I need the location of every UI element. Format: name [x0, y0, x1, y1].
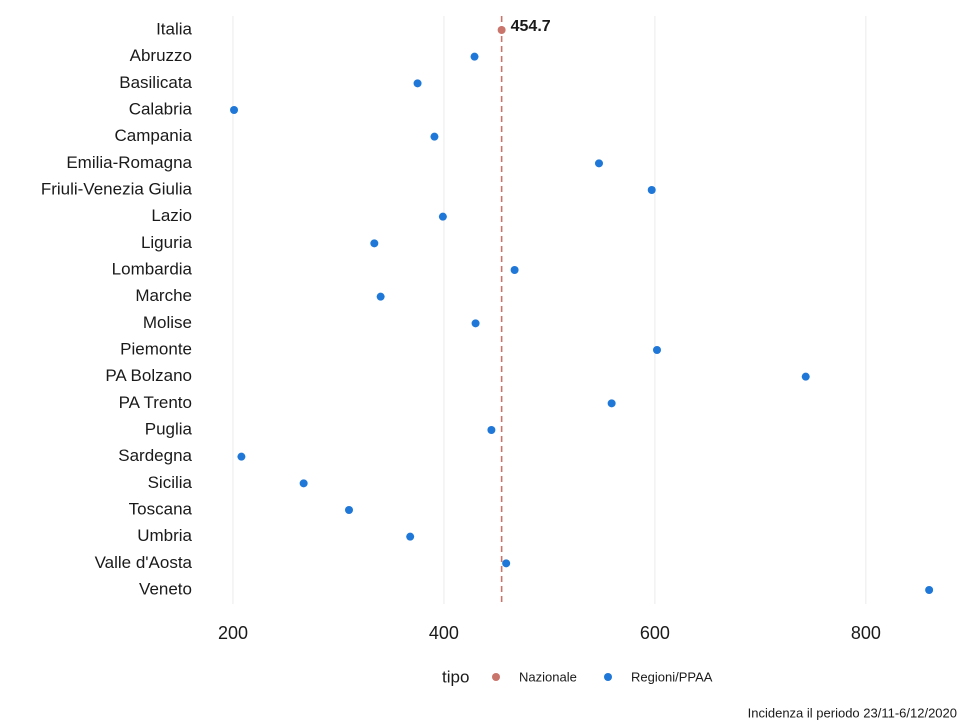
dot	[471, 319, 480, 328]
y-tick-label: Abruzzo	[130, 46, 192, 65]
y-tick-label: Liguria	[141, 233, 193, 252]
dot	[430, 132, 439, 141]
y-tick-label: Sardegna	[118, 446, 192, 465]
dot	[438, 212, 447, 221]
legend-title: tipo	[442, 667, 469, 686]
caption: Incidenza il periodo 23/11-6/12/2020	[748, 705, 957, 720]
y-tick-label: Piemonte	[120, 339, 192, 358]
y-tick-label: Umbria	[137, 526, 192, 545]
dot	[230, 106, 239, 114]
dot	[237, 452, 246, 461]
y-tick-label: Italia	[156, 19, 192, 38]
data-label: 454.7	[511, 18, 551, 35]
dot	[470, 52, 479, 61]
dot	[487, 426, 496, 434]
dot	[497, 26, 506, 34]
x-tick-label: 200	[218, 623, 248, 643]
dot	[594, 159, 603, 168]
x-tick-label: 800	[851, 623, 881, 643]
dot	[607, 399, 616, 408]
y-tick-label: Sicilia	[148, 473, 193, 492]
dot	[510, 266, 519, 274]
dot	[502, 559, 511, 568]
y-tick-label: PA Trento	[119, 393, 192, 412]
dot	[299, 479, 308, 488]
y-tick-label: Puglia	[145, 419, 193, 438]
dot	[370, 239, 379, 248]
x-tick-label: 600	[640, 623, 670, 643]
y-tick-label: Marche	[135, 286, 192, 305]
dot	[345, 506, 353, 514]
legend-label: Regioni/PPAA	[631, 669, 713, 684]
legend-swatch	[604, 673, 612, 681]
y-tick-label: Lazio	[151, 206, 192, 225]
dot	[376, 292, 385, 301]
dot	[925, 586, 934, 594]
y-tick-label: Calabria	[129, 99, 193, 118]
y-tick-label: Campania	[115, 126, 193, 145]
dot	[653, 346, 661, 354]
legend-swatch	[492, 673, 500, 681]
y-tick-label: Lombardia	[112, 259, 193, 278]
dot	[413, 79, 422, 88]
y-tick-label: Emilia-Romagna	[66, 153, 192, 172]
dot	[647, 186, 656, 194]
x-tick-label: 400	[429, 623, 459, 643]
dot	[406, 532, 415, 541]
dot	[801, 372, 810, 381]
y-tick-label: PA Bolzano	[105, 366, 192, 385]
y-tick-label: Molise	[143, 313, 192, 332]
y-tick-label: Friuli-Venezia Giulia	[41, 179, 193, 198]
legend-label: Nazionale	[519, 669, 577, 684]
y-tick-label: Toscana	[129, 499, 193, 518]
y-tick-label: Basilicata	[119, 73, 192, 92]
y-tick-label: Valle d'Aosta	[95, 553, 193, 572]
y-tick-label: Veneto	[139, 579, 192, 598]
